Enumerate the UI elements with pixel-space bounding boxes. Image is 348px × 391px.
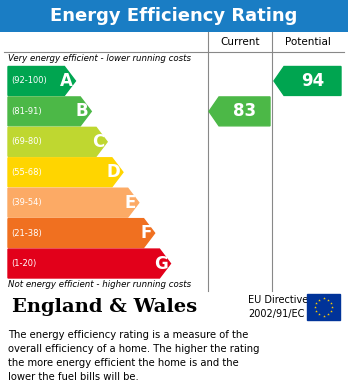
Bar [0,0,348,32]
Text: 83: 83 [233,102,256,120]
Polygon shape [8,66,76,95]
Text: G: G [154,255,167,273]
Text: (39-54): (39-54) [11,198,42,207]
Polygon shape [8,158,123,187]
Text: A: A [60,72,72,90]
Polygon shape [8,97,91,126]
Polygon shape [8,188,139,217]
Text: F: F [140,224,152,242]
Polygon shape [8,249,171,278]
Text: Potential: Potential [285,37,331,47]
Text: Current: Current [220,37,260,47]
Bar [307,294,340,320]
Text: EU Directive
2002/91/EC: EU Directive 2002/91/EC [248,295,308,319]
Text: D: D [106,163,120,181]
Text: (92-100): (92-100) [11,77,47,86]
Polygon shape [8,127,107,156]
Polygon shape [274,66,341,95]
Text: England & Wales: England & Wales [12,298,197,316]
Text: The energy efficiency rating is a measure of the
overall efficiency of a home. T: The energy efficiency rating is a measur… [8,330,260,382]
Bar [4,291,344,323]
Text: Very energy efficient - lower running costs: Very energy efficient - lower running co… [8,54,191,63]
Text: 94: 94 [301,72,324,90]
Text: Not energy efficient - higher running costs: Not energy efficient - higher running co… [8,280,191,289]
Text: (69-80): (69-80) [11,137,42,146]
Text: B: B [76,102,88,120]
Text: C: C [92,133,104,151]
Polygon shape [209,97,270,126]
Bar [4,32,344,291]
Text: Energy Efficiency Rating: Energy Efficiency Rating [50,7,298,25]
Text: (21-38): (21-38) [11,229,42,238]
Text: (55-68): (55-68) [11,168,42,177]
Text: E: E [125,194,136,212]
Text: (1-20): (1-20) [11,259,36,268]
Polygon shape [8,219,155,248]
Text: (81-91): (81-91) [11,107,42,116]
